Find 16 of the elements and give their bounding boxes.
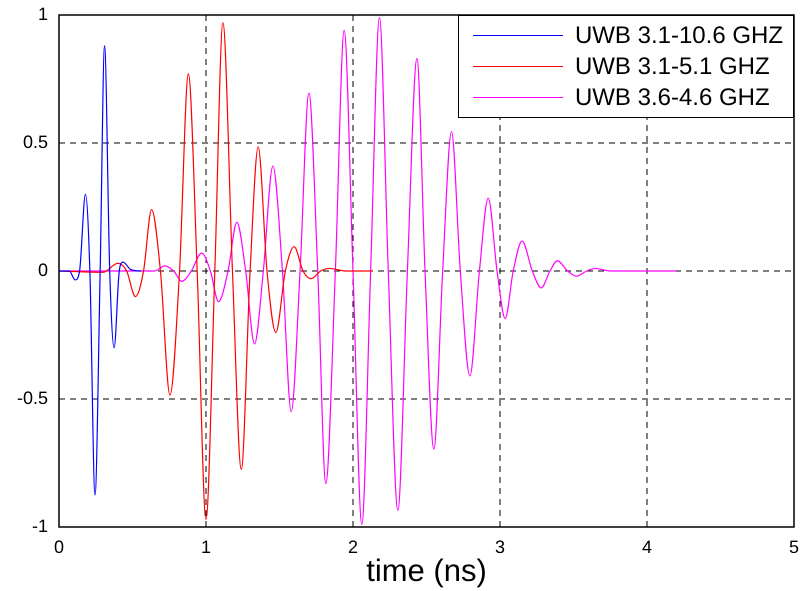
- y-tick-label: 1: [38, 4, 48, 24]
- x-tick-label: 1: [200, 536, 212, 557]
- x-tick-label: 0: [54, 536, 64, 557]
- x-tick-label: 4: [642, 536, 652, 557]
- y-tick-label: -0.5: [16, 388, 48, 408]
- y-tick-label: 0.5: [22, 132, 48, 152]
- y-tick-label: -1: [32, 516, 48, 536]
- legend-label: UWB 3.6-4.6 GHZ: [574, 83, 770, 113]
- legend-label: UWB 3.1-10.6 GHZ: [574, 21, 783, 51]
- legend-label: UWB 3.1-5.1 GHZ: [574, 52, 770, 82]
- line-series: [59, 45, 142, 496]
- x-tick-label: 2: [348, 536, 358, 557]
- y-tick-label: 0: [38, 260, 48, 280]
- x-axis-title: time (ns): [366, 552, 487, 588]
- x-tick-label: 3: [494, 536, 506, 557]
- x-tick-label: 5: [788, 536, 800, 557]
